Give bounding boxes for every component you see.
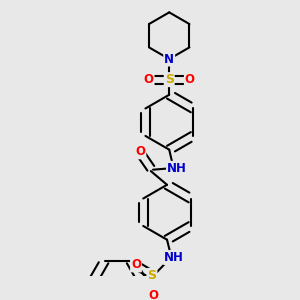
Text: NH: NH	[167, 162, 187, 175]
Text: N: N	[164, 52, 174, 65]
Text: O: O	[148, 289, 158, 300]
Text: O: O	[144, 73, 154, 86]
Text: NH: NH	[164, 251, 184, 264]
Text: O: O	[135, 145, 146, 158]
Text: S: S	[147, 269, 156, 282]
Text: S: S	[165, 73, 174, 86]
Text: O: O	[131, 259, 141, 272]
Text: O: O	[185, 73, 195, 86]
